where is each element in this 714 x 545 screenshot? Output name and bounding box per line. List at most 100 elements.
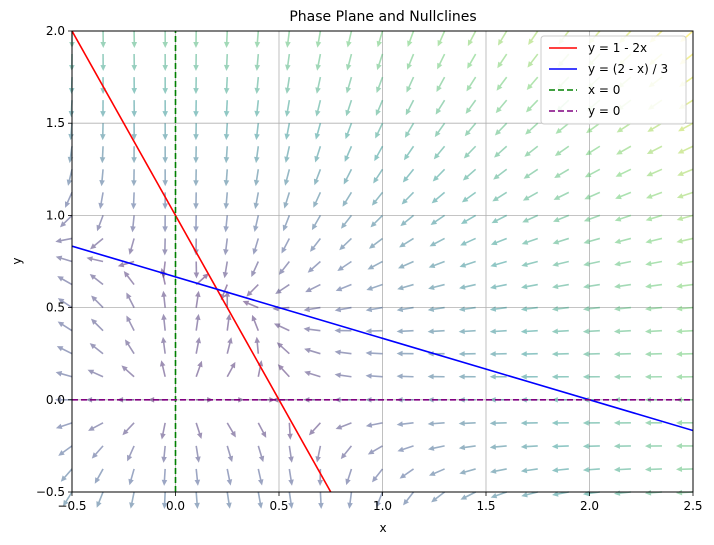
field-arrow-1-17 [100,100,106,118]
field-arrow-11-7 [396,328,414,335]
nullcline-lines [72,31,693,492]
field-arrow-1-14 [99,169,105,187]
field-arrow-8-6 [304,347,321,355]
field-arrow-18-15 [616,145,632,155]
field-arrow-8-8 [303,306,321,313]
field-arrow-3-15 [162,146,169,164]
field-arrow-12-13 [431,191,446,204]
field-arrow-14-14 [493,168,508,180]
field-arrow-0-6 [56,346,73,355]
field-arrow-12-2 [427,445,445,451]
field-arrow-8-1 [317,468,323,486]
field-arrow-19-14 [646,168,663,177]
field-arrow-18-10 [614,260,632,267]
y-tick-label-3: 1.0 [46,208,65,222]
field-arrow-11-9 [397,283,414,291]
field-arrow-7-14 [283,169,291,186]
field-arrow-5-7 [225,313,232,331]
field-arrow-7-7 [273,323,290,332]
field-arrow-6-15 [254,146,260,164]
field-arrow-6-6 [254,336,261,354]
field-arrow-13-13 [461,191,477,203]
field-arrow-5-2 [226,445,234,463]
field-arrow-3-12 [162,215,168,233]
field-arrow-8-19 [315,53,322,71]
field-arrow-9-11 [339,237,353,251]
field-arrow-4-6 [195,337,202,354]
field-arrow-12-16 [434,122,446,138]
field-arrow-3-18 [162,77,169,95]
field-arrow-19-9 [645,283,663,289]
field-arrow-6-10 [251,261,260,277]
x-tick-label-1: 0.0 [166,499,185,513]
field-arrow-8-18 [315,76,322,94]
x-axis-label: x [379,521,386,535]
field-arrow-13-5 [458,373,476,380]
field-arrow-16-13 [553,191,570,200]
field-arrow-1-12 [96,215,104,232]
field-arrow-17-12 [583,214,601,222]
field-arrow-5-6 [226,337,233,354]
field-arrow-17-10 [583,260,601,267]
field-arrow-17-16 [586,122,601,134]
field-arrow-14-8 [489,306,507,312]
field-arrow-1-1 [94,468,104,484]
field-arrow-5-1 [226,468,233,486]
field-arrow-18-1 [613,466,631,473]
field-arrow-14-17 [495,99,508,114]
field-arrow-16-12 [553,214,570,223]
field-arrow-6-13 [253,192,260,210]
field-arrow-14-7 [489,328,507,335]
field-arrow-17-14 [584,168,601,178]
field-arrow-14-13 [492,191,508,202]
field-arrow-13-10 [459,260,476,268]
field-arrow-10-14 [373,168,384,184]
field-arrow-7-20 [285,30,291,48]
field-arrow-17-9 [583,283,600,290]
field-arrow-6-1 [257,468,264,486]
field-arrow-15-19 [527,53,539,68]
field-arrow-16-9 [552,283,569,290]
field-arrow-9-13 [342,191,353,207]
field-arrow-2-7 [126,315,135,332]
field-arrow-16-1 [551,467,569,473]
field-arrow-17-7 [582,328,600,335]
field-arrow-0-14 [66,169,73,186]
field-arrow-19-3 [644,420,662,426]
field-arrow-20-14 [677,168,694,177]
field-arrow-11-0 [403,491,415,506]
field-arrow-10-9 [366,283,383,291]
field-arrow-15-11 [521,237,539,245]
field-arrow-3-13 [162,192,168,210]
legend-box [540,35,687,125]
field-arrow-14-16 [494,122,508,136]
field-arrow-4-18 [193,77,199,95]
field-arrow-11-12 [400,214,415,227]
field-arrow-0-9 [57,276,73,286]
field-arrow-8-3 [308,422,321,436]
field-arrow-5-19 [223,54,230,72]
field-arrow-4-2 [195,445,201,463]
field-arrow-15-9 [521,283,538,290]
field-arrow-3-20 [162,30,169,48]
field-arrow-17-3 [582,420,600,426]
field-arrow-10-20 [376,30,384,48]
field-arrow-12-3 [427,420,445,427]
field-arrow-13-17 [465,99,477,114]
field-arrow-16-16 [555,122,570,134]
field-arrow-5-13 [223,192,230,210]
field-arrow-3-7 [161,313,167,331]
field-arrow-7-13 [283,192,291,209]
field-arrow-6-11 [252,238,260,255]
field-arrow-8-11 [310,237,322,252]
field-arrow-8-2 [315,445,322,463]
field-arrow-12-1 [428,468,445,476]
field-arrow-14-20 [497,30,508,46]
field-arrow-1-3 [88,422,104,431]
field-arrow-8-13 [313,192,322,208]
field-arrow-15-18 [526,76,539,91]
field-arrow-20-5 [676,374,694,380]
field-arrow-8-12 [311,215,322,231]
field-arrow-13-7 [458,328,476,335]
